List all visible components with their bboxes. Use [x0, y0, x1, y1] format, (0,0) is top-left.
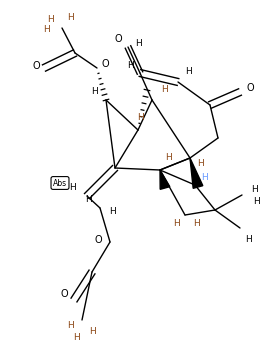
Text: O: O: [94, 235, 102, 245]
Text: H: H: [91, 87, 98, 96]
Text: H: H: [165, 153, 171, 162]
Text: H: H: [137, 113, 143, 122]
Text: O: O: [60, 289, 68, 299]
Text: H: H: [67, 13, 73, 22]
Text: O: O: [32, 61, 40, 71]
Text: O: O: [101, 59, 109, 69]
Text: H: H: [43, 26, 49, 35]
Text: H: H: [253, 196, 259, 205]
Text: O: O: [114, 34, 122, 44]
Text: H: H: [67, 322, 73, 331]
Text: H: H: [194, 218, 200, 227]
Text: H: H: [202, 173, 208, 182]
Text: H: H: [251, 184, 257, 193]
Text: H: H: [70, 183, 76, 192]
Text: H: H: [174, 218, 180, 227]
Polygon shape: [190, 158, 203, 188]
Text: Abs: Abs: [53, 178, 67, 187]
Text: H: H: [47, 16, 53, 25]
Text: H: H: [85, 196, 91, 204]
Text: H: H: [73, 334, 79, 343]
Text: H: H: [135, 39, 141, 48]
Text: H: H: [197, 160, 203, 169]
Text: H: H: [127, 61, 133, 70]
Text: H: H: [161, 86, 167, 95]
Polygon shape: [160, 170, 170, 189]
Text: H: H: [245, 235, 251, 244]
Text: H: H: [89, 327, 95, 336]
Text: H: H: [185, 68, 191, 77]
Text: O: O: [246, 83, 254, 93]
Text: H: H: [109, 208, 116, 217]
